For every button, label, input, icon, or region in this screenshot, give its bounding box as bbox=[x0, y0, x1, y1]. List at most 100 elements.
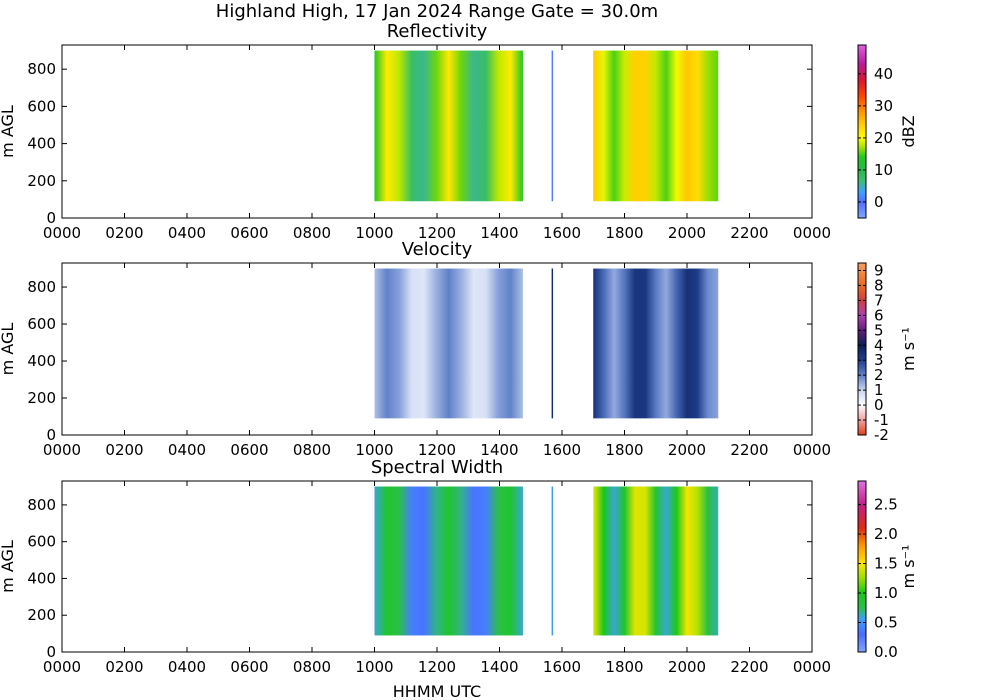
colorbar-tick-label: 8 bbox=[874, 276, 884, 294]
x-tick-label: 0000 bbox=[43, 441, 81, 459]
data-segment bbox=[551, 486, 554, 636]
y-tick-label: 400 bbox=[27, 569, 56, 587]
panel-title: Spectral Width bbox=[371, 457, 503, 478]
x-tick-label: 1800 bbox=[605, 224, 643, 242]
x-tick-label: 0000 bbox=[43, 658, 81, 676]
x-tick-label: 1000 bbox=[355, 441, 393, 459]
colorbar-label: m s⁻¹ bbox=[899, 327, 918, 371]
x-tick-label: 0600 bbox=[230, 441, 268, 459]
x-tick-label: 1000 bbox=[355, 224, 393, 242]
colorbar-tick-label: 10 bbox=[874, 161, 893, 179]
colorbar-tick-label: -2 bbox=[874, 426, 889, 444]
y-tick-label: 400 bbox=[27, 135, 56, 153]
data-segment bbox=[374, 486, 523, 636]
data-segment bbox=[374, 268, 523, 419]
x-tick-label: 0200 bbox=[105, 441, 143, 459]
y-tick-label: 200 bbox=[27, 606, 56, 624]
data-segment bbox=[551, 50, 554, 202]
colorbar-tick-label: 3 bbox=[874, 351, 884, 369]
panel-title: Reflectivity bbox=[387, 21, 488, 42]
x-tick-label: 1200 bbox=[418, 441, 456, 459]
colorbar-label: m s⁻¹ bbox=[899, 545, 918, 589]
y-axis-label: m AGL bbox=[0, 540, 17, 593]
x-tick-label: 0000 bbox=[793, 658, 831, 676]
colorbar-tick-label: 40 bbox=[874, 65, 893, 83]
colorbar-tick-label: 1 bbox=[874, 381, 884, 399]
x-tick-label: 1600 bbox=[543, 441, 581, 459]
y-tick-label: 200 bbox=[27, 389, 56, 407]
x-tick-label: 1400 bbox=[480, 658, 518, 676]
y-tick-label: 600 bbox=[27, 533, 56, 551]
colorbar-label: dBZ bbox=[899, 115, 918, 147]
colorbar-tick-label: 1.0 bbox=[874, 584, 898, 602]
x-tick-label: 2000 bbox=[668, 441, 706, 459]
y-axis-label: m AGL bbox=[0, 105, 17, 158]
x-tick-label: 0400 bbox=[168, 224, 206, 242]
x-tick-label: 2200 bbox=[730, 224, 768, 242]
colorbar bbox=[857, 480, 867, 653]
data-segment bbox=[593, 50, 719, 202]
colorbar-tick-label: 1.5 bbox=[874, 555, 898, 573]
x-tick-label: 2000 bbox=[668, 658, 706, 676]
x-tick-label: 0800 bbox=[293, 224, 331, 242]
x-tick-label: 0800 bbox=[293, 441, 331, 459]
y-tick-label: 800 bbox=[27, 278, 56, 296]
x-axis-label: HHMM UTC bbox=[393, 682, 481, 700]
x-tick-label: 0600 bbox=[230, 658, 268, 676]
x-tick-label: 1400 bbox=[480, 441, 518, 459]
colorbar-tick-label: 2 bbox=[874, 366, 884, 384]
x-tick-label: 1600 bbox=[543, 224, 581, 242]
x-tick-label: 1600 bbox=[543, 658, 581, 676]
x-tick-label: 0000 bbox=[43, 224, 81, 242]
y-tick-label: 0 bbox=[46, 209, 56, 227]
spectral-width-panel: Spectral Width 0000 0200 0400 0600 0 800 1000 12… bbox=[0, 457, 918, 676]
colorbar-tick-label: 5 bbox=[874, 321, 884, 339]
y-tick-label: 200 bbox=[27, 172, 56, 190]
figure-title: Highland High, 17 Jan 2024 Range Gate = … bbox=[216, 1, 658, 22]
y-tick-label: 0 bbox=[46, 643, 56, 661]
x-tick-label: 1000 bbox=[355, 658, 393, 676]
x-tick-label: 0200 bbox=[105, 224, 143, 242]
colorbar-tick-label: -1 bbox=[874, 411, 889, 429]
y-tick-label: 400 bbox=[27, 352, 56, 370]
data-segment bbox=[593, 268, 719, 419]
y-tick-label: 600 bbox=[27, 315, 56, 333]
x-tick-label: 1800 bbox=[605, 441, 643, 459]
colorbar-tick-label: 7 bbox=[874, 291, 884, 309]
y-tick-label: 800 bbox=[27, 496, 56, 514]
x-tick-label: 2000 bbox=[668, 224, 706, 242]
x-tick-label: 0000 bbox=[793, 224, 831, 242]
colorbar-tick-label: 9 bbox=[874, 261, 884, 279]
colorbar-tick-label: 30 bbox=[874, 97, 893, 115]
x-tick-label: 1200 bbox=[418, 224, 456, 242]
colorbar-tick-label: 0 bbox=[874, 396, 884, 414]
colorbar-tick-label: 4 bbox=[874, 336, 884, 354]
x-tick-label: 0400 bbox=[168, 441, 206, 459]
x-tick-label: 0400 bbox=[168, 658, 206, 676]
data-segment bbox=[374, 50, 523, 202]
y-tick-label: 600 bbox=[27, 97, 56, 115]
x-tick-label: 2200 bbox=[730, 441, 768, 459]
data-segment bbox=[551, 268, 554, 419]
x-tick-label: 0600 bbox=[230, 224, 268, 242]
y-tick-label: 800 bbox=[27, 60, 56, 78]
panel-title: Velocity bbox=[402, 239, 473, 260]
colorbar-tick-label: 20 bbox=[874, 129, 893, 147]
colorbar-tick-label: 2.5 bbox=[874, 496, 898, 514]
colorbar-tick-label: 0.0 bbox=[874, 643, 898, 661]
x-tick-label: 1200 bbox=[418, 658, 456, 676]
x-tick-label: 0200 bbox=[105, 658, 143, 676]
colorbar-tick-label: 0.5 bbox=[874, 614, 898, 632]
colorbar-tick-label: 0 bbox=[874, 193, 884, 211]
colorbar bbox=[857, 262, 867, 436]
colorbar bbox=[857, 44, 867, 219]
x-tick-label: 1400 bbox=[480, 224, 518, 242]
x-tick-label: 2200 bbox=[730, 658, 768, 676]
y-tick-label: 0 bbox=[46, 426, 56, 444]
x-tick-label: 0000 bbox=[793, 441, 831, 459]
y-axis-label: m AGL bbox=[0, 323, 17, 376]
data-segment bbox=[593, 486, 719, 636]
